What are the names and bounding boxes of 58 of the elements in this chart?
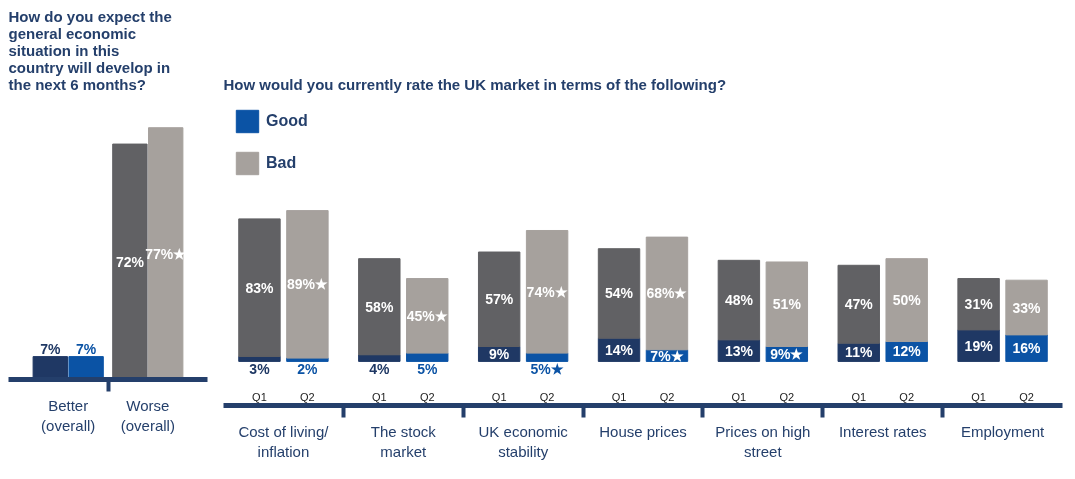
data-label: 7%★ — [650, 347, 684, 364]
x-tick-label: Q2 — [419, 390, 435, 403]
data-label: 7% — [40, 340, 61, 357]
data-label: 89%★ — [286, 276, 328, 293]
text: Cost of living/inflation — [238, 422, 330, 460]
x-tick-label: Q2 — [539, 390, 555, 403]
data-label: 19% — [964, 337, 994, 354]
data-label: 7% — [75, 340, 97, 357]
data-label: 74%★ — [526, 283, 568, 300]
text: Interest rates — [838, 422, 927, 440]
data-label: 31% — [964, 296, 994, 313]
text: House prices — [599, 422, 687, 440]
data-label: 3% — [249, 361, 271, 378]
x-tick-label: Q2 — [300, 390, 315, 403]
x-tick-label: Q1 — [371, 390, 387, 403]
text: Employment — [960, 422, 1046, 440]
text: Prices on high street — [715, 422, 811, 460]
data-label: 72% — [115, 253, 145, 270]
data-label: 83% — [245, 279, 275, 296]
data-label: 2% — [297, 361, 319, 378]
x-tick-label: Q2 — [659, 390, 675, 403]
x-tick-label: Q1 — [851, 390, 867, 403]
data-label: 47% — [844, 296, 874, 313]
data-label: 13% — [724, 342, 754, 359]
data-label: 5%★ — [530, 361, 564, 378]
legend-label: Bad — [266, 154, 297, 172]
data-label: 11% — [845, 344, 873, 361]
data-label: 33% — [1012, 299, 1042, 316]
data-label: 4% — [369, 361, 390, 378]
x-tick-label: Q2 — [1019, 390, 1034, 403]
x-tick-label: Q1 — [971, 390, 986, 403]
chart-title: How do you expect the general economic situation in this country will develop in the next 6 months? — [8, 7, 172, 93]
chart-title: How would you currently rate the UK market in terms of the following? — [223, 75, 727, 93]
data-label: 16% — [1012, 340, 1042, 357]
x-tick-label: Q2 — [779, 390, 795, 403]
data-label: 58% — [365, 298, 394, 315]
x-tick-label: Q1 — [491, 390, 507, 403]
x-tick-label: Q2 — [899, 390, 915, 403]
x-tick-label: Worse (overall) — [120, 396, 175, 434]
x-tick-label: Q1 — [731, 390, 747, 403]
x-tick-label: Q1 — [252, 390, 267, 403]
data-label: 57% — [485, 291, 514, 308]
x-tick-label: Q1 — [611, 390, 627, 403]
x-tick-label: Better (overall) — [41, 396, 96, 434]
data-label: 68%★ — [646, 285, 688, 302]
data-label: 9%★ — [770, 345, 804, 362]
data-label: 54% — [605, 285, 634, 302]
data-label: 12% — [892, 343, 922, 360]
data-label: 48% — [724, 292, 754, 309]
data-label: 45%★ — [406, 307, 448, 324]
legend-label: Good — [266, 112, 308, 130]
data-label: 51% — [772, 296, 802, 313]
data-label: 9% — [489, 345, 510, 362]
data-label: 50% — [892, 292, 922, 309]
text: The stock market — [370, 422, 437, 460]
data-label: 5% — [417, 361, 438, 378]
data-label: 14% — [605, 341, 634, 358]
text: UK economic stability — [478, 422, 569, 460]
